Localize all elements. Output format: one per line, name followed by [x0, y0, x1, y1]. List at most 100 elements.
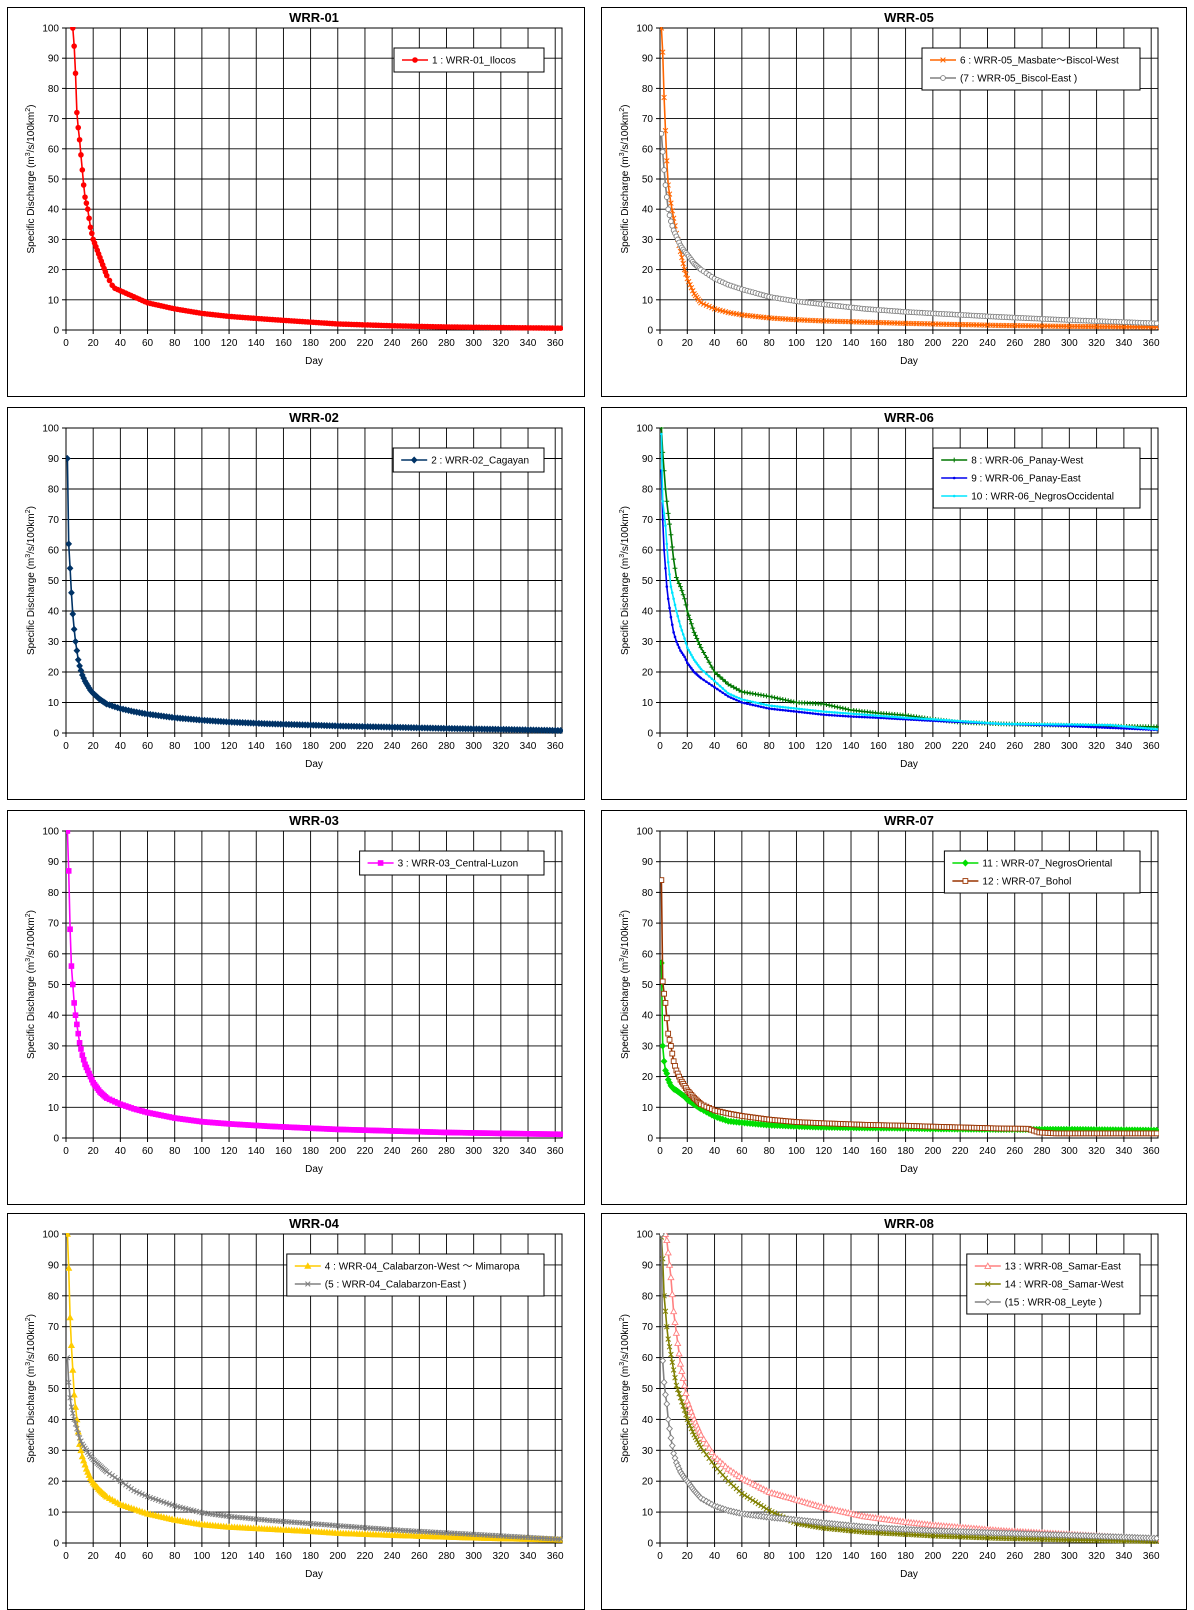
x-tick-label: 140: [248, 1551, 265, 1562]
x-tick-label: 340: [1116, 741, 1133, 752]
data-point: [1084, 725, 1087, 729]
legend-label: 14 : WRR-08_Samar-West: [1005, 1280, 1124, 1291]
data-point: [977, 721, 981, 724]
x-tick-label: 260: [1006, 741, 1023, 752]
data-point: [66, 1264, 73, 1271]
x-tick-label: 200: [925, 338, 942, 349]
data-point: [683, 602, 689, 608]
data-point: [915, 717, 918, 720]
chart-title: WRR-04: [289, 1216, 340, 1231]
data-point: [687, 663, 690, 666]
data-point: [879, 716, 883, 720]
data-point: [698, 665, 701, 669]
data-point: [972, 720, 976, 724]
data-point: [71, 1000, 77, 1006]
legend-marker: [304, 1262, 312, 1269]
y-axis-label: Specific Discharge (m3​/s/100km2​): [25, 104, 37, 253]
data-point: [674, 1386, 681, 1393]
x-tick-label: 120: [221, 741, 238, 752]
x-tick-label: 100: [788, 1146, 805, 1157]
data-point: [705, 672, 708, 676]
data-point: [672, 631, 675, 634]
x-tick-label: 280: [1034, 338, 1051, 349]
data-point: [830, 710, 834, 714]
data-point: [706, 659, 712, 665]
data-point: [670, 1058, 677, 1065]
y-tick-label: 100: [42, 24, 59, 35]
data-point: [1035, 722, 1038, 726]
data-point: [772, 695, 778, 701]
data-point: [726, 692, 730, 695]
y-tick-label: 90: [48, 454, 60, 465]
data-point: [806, 711, 809, 715]
x-tick-label: 220: [357, 338, 374, 349]
data-point: [855, 715, 858, 719]
data-point: [68, 963, 75, 969]
data-point: [846, 712, 850, 715]
x-tick-label: 60: [142, 1146, 154, 1157]
data-point: [695, 662, 699, 665]
data-point: [1054, 723, 1057, 726]
data-point: [83, 200, 90, 206]
y-tick-label: 20: [48, 1072, 60, 1083]
legend-marker: [412, 57, 418, 63]
data-point: [849, 715, 853, 718]
data-point: [668, 1290, 676, 1298]
data-point: [703, 654, 709, 660]
data-point: [680, 651, 684, 654]
y-tick-label: 90: [48, 54, 60, 65]
data-point: [706, 1455, 712, 1462]
data-point: [720, 676, 726, 682]
x-tick-label: 60: [736, 1551, 748, 1562]
data-point: [956, 719, 959, 723]
legend-marker: [952, 476, 956, 480]
data-point: [77, 1446, 85, 1454]
data-point: [679, 588, 685, 594]
data-point: [778, 705, 782, 709]
data-point: [824, 702, 829, 708]
data-point: [700, 301, 707, 307]
data-point: [969, 720, 973, 724]
data-point: [774, 695, 780, 701]
x-tick-label: 140: [843, 1146, 860, 1157]
data-point: [684, 641, 688, 645]
data-point: [1108, 723, 1112, 727]
data-point: [694, 660, 697, 663]
data-point: [814, 712, 817, 716]
data-point: [695, 639, 701, 644]
data-point: [833, 714, 836, 717]
data-point: [709, 304, 715, 311]
y-tick-label: 80: [48, 888, 60, 899]
x-tick-label: 40: [115, 1146, 127, 1157]
data-point: [663, 1236, 671, 1244]
data-point: [675, 609, 678, 613]
data-point: [667, 1434, 675, 1442]
data-point: [751, 703, 755, 707]
x-tick-label: 60: [142, 338, 154, 349]
data-point: [739, 1490, 745, 1497]
data-point: [735, 695, 738, 699]
data-point: [72, 637, 79, 646]
y-tick-label: 100: [42, 424, 59, 435]
y-axis-label: Specific Discharge (m3​/s/100km2​): [619, 910, 631, 1059]
data-point: [988, 721, 992, 725]
data-point: [1111, 724, 1115, 727]
data-point: [803, 711, 806, 714]
data-point: [668, 218, 674, 225]
data-point: [991, 722, 995, 725]
chart-panel-wrr-01: 0 20 40 60 80 100 120 140 160 180 200 220 240 260 280 3…: [7, 7, 585, 397]
data-point: [673, 575, 679, 580]
data-point: [687, 281, 693, 288]
x-tick-label: 80: [169, 1551, 181, 1562]
x-tick-label: 0: [657, 1146, 663, 1157]
y-tick-label: 60: [48, 949, 60, 960]
data-point: [1076, 723, 1079, 726]
legend-label: 11 : WRR-07_NegrosOriental: [982, 859, 1112, 870]
x-tick-label: 20: [88, 338, 100, 349]
y-tick-label: 90: [642, 1260, 654, 1271]
x-tick-label: 240: [384, 741, 401, 752]
x-axis-label: Day: [305, 1164, 323, 1175]
data-point: [697, 1431, 705, 1438]
data-point: [684, 608, 690, 614]
y-tick-label: 60: [48, 546, 60, 557]
